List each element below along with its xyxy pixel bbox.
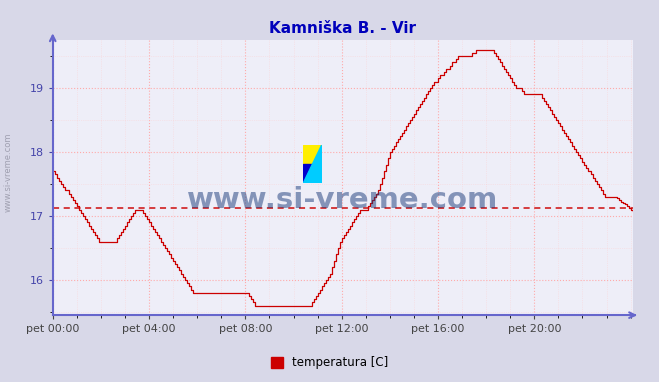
Polygon shape [303, 145, 322, 183]
Polygon shape [303, 145, 322, 164]
Text: www.si-vreme.com: www.si-vreme.com [187, 186, 498, 214]
Polygon shape [303, 164, 322, 183]
Legend: temperatura [C]: temperatura [C] [266, 352, 393, 374]
Title: Kamniška B. - Vir: Kamniška B. - Vir [269, 21, 416, 36]
Text: www.si-vreme.com: www.si-vreme.com [3, 132, 13, 212]
